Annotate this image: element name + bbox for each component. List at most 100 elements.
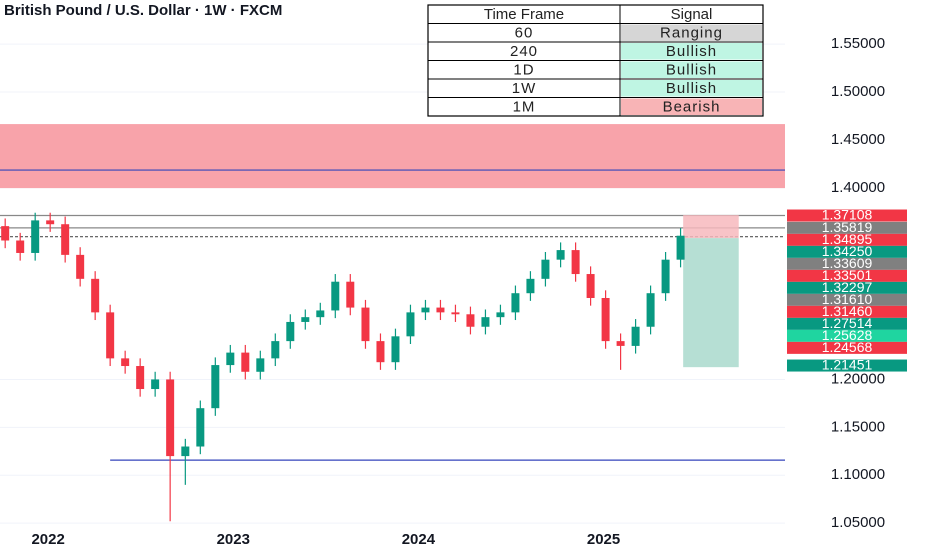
chart-title: British Pound / U.S. Dollar · 1W · FXCM (4, 2, 282, 19)
table-header: Signal (671, 6, 713, 23)
price-label-box (787, 341, 907, 354)
y-tick-label: 1.15000 (831, 418, 885, 435)
candle-body (421, 307, 430, 313)
price-label-box (787, 329, 907, 342)
candle-body (526, 278, 535, 294)
price-label-box (787, 221, 907, 234)
price-label-box (787, 305, 907, 318)
y-tick-label: 1.45000 (831, 131, 885, 148)
price-label: 1.32297 (822, 279, 873, 295)
stop-zone (683, 215, 739, 239)
x-tick-label: 2022 (31, 531, 64, 548)
candle-body (646, 293, 655, 327)
candle-body (406, 312, 415, 337)
price-label: 1.33501 (822, 267, 873, 283)
price-label: 1.27514 (822, 315, 873, 331)
candle-body (256, 358, 265, 372)
price-label-box (787, 245, 907, 258)
candle-body (76, 254, 85, 279)
signal-cell (621, 61, 762, 78)
candle-body (301, 317, 310, 322)
candle-body (361, 307, 370, 342)
table-cell: 1D (513, 62, 534, 79)
price-label-box (787, 293, 907, 306)
candle-body (196, 408, 205, 447)
supply-zone (0, 124, 785, 189)
price-label: 1.24568 (822, 339, 873, 355)
table-cell: Bullish (666, 43, 717, 60)
candle-body (271, 341, 280, 359)
plot (0, 43, 785, 524)
candle-body (181, 446, 190, 457)
x-tick-label: 2024 (402, 531, 436, 548)
candle-body (136, 366, 145, 390)
candle-body (1, 226, 10, 241)
y-tick-label: 1.50000 (831, 83, 885, 100)
candle-body (436, 307, 445, 313)
signal-cell (621, 24, 762, 41)
y-tick-label: 1.55000 (831, 35, 885, 52)
price-label: 1.35819 (822, 219, 873, 235)
candle-body (616, 341, 625, 346)
price-label: 1.31460 (822, 303, 873, 319)
candle-body (541, 259, 550, 279)
price-label-box (787, 209, 907, 222)
candle-body (331, 281, 340, 311)
table-cell: 60 (515, 25, 534, 42)
candle-body (451, 312, 460, 315)
candle-body (346, 281, 355, 308)
candle-body (676, 235, 685, 260)
price-label-box (787, 269, 907, 282)
candle-body (496, 312, 505, 318)
candle-body (571, 250, 580, 275)
candle-body (16, 240, 25, 253)
price-label: 1.34250 (822, 243, 873, 259)
candle-body (46, 220, 55, 225)
candle-body (586, 274, 595, 298)
candle-body (466, 314, 475, 327)
candle-body (211, 365, 220, 409)
table-cell: 240 (510, 43, 538, 60)
price-label: 1.21451 (822, 357, 873, 373)
signal-cell (621, 43, 762, 60)
price-label: 1.37108 (822, 207, 873, 223)
candle-body (316, 310, 325, 318)
table-cell: 1M (513, 99, 536, 116)
signal-cell (621, 80, 762, 97)
candle-body (226, 352, 235, 366)
candle-body (391, 336, 400, 363)
candle-body (376, 341, 385, 363)
candle-body (661, 259, 670, 294)
y-tick-label: 1.05000 (831, 514, 885, 531)
price-label-box (787, 359, 907, 372)
target-zone (683, 238, 739, 368)
candle-body (61, 224, 70, 255)
candle-body (166, 379, 175, 457)
candle-body (121, 358, 130, 367)
candle-body (631, 326, 640, 346)
candle-body (511, 293, 520, 313)
candle-body (241, 352, 250, 372)
candle-body (151, 379, 160, 390)
candle-body (601, 297, 610, 342)
candle-body (286, 321, 295, 342)
y-tick-label: 1.20000 (831, 370, 885, 387)
table-cell: 1W (512, 80, 537, 97)
y-tick-label: 1.10000 (831, 466, 885, 483)
table-header: Time Frame (484, 6, 564, 23)
candle-body (91, 278, 100, 313)
candle-body (106, 312, 115, 359)
price-label: 1.31610 (822, 291, 873, 307)
x-tick-label: 2023 (217, 531, 250, 548)
candle-body (556, 250, 565, 260)
candle-body (31, 220, 40, 253)
table-cell: Ranging (660, 25, 723, 42)
price-label-box (787, 317, 907, 330)
table-cell: Bullish (666, 62, 717, 79)
signal-cell (621, 98, 762, 115)
price-label-box (787, 281, 907, 294)
price-label-box (787, 233, 907, 246)
price-label-box (787, 257, 907, 270)
